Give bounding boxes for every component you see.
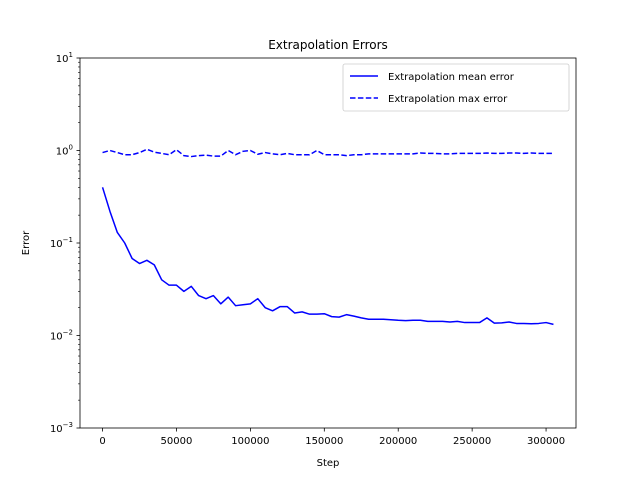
series-line-mean-error [101, 187, 554, 326]
y-tick-label: 101 [56, 51, 73, 65]
legend: Extrapolation mean error Extrapolation m… [342, 63, 570, 112]
series-line-max-error [102, 148, 554, 158]
y-tick-label: 10−3 [50, 421, 73, 435]
chart-title: Extrapolation Errors [268, 38, 388, 52]
legend-label-mean: Extrapolation mean error [388, 72, 515, 83]
x-tick-label: 0 [99, 436, 105, 447]
y-axis-label: Error [21, 230, 32, 255]
x-tick-label: 100000 [231, 436, 269, 447]
y-tick-label: 100 [56, 144, 73, 158]
plot-area [101, 148, 554, 326]
x-axis-label: Step [317, 458, 340, 469]
x-tick-label: 150000 [305, 436, 343, 447]
legend-box [342, 63, 570, 112]
y-axis: 10−3 10−2 10−1 100 101 [50, 51, 80, 435]
x-tick-label: 250000 [453, 436, 491, 447]
y-tick-label: 10−2 [50, 329, 73, 343]
legend-label-max: Extrapolation max error [388, 94, 508, 105]
y-tick-label: 10−1 [50, 236, 73, 250]
x-axis: 0 50000 100000 150000 200000 250000 300000 [99, 428, 565, 447]
x-tick-label: 300000 [527, 436, 565, 447]
x-tick-label: 200000 [379, 436, 417, 447]
x-tick-label: 50000 [161, 436, 193, 447]
